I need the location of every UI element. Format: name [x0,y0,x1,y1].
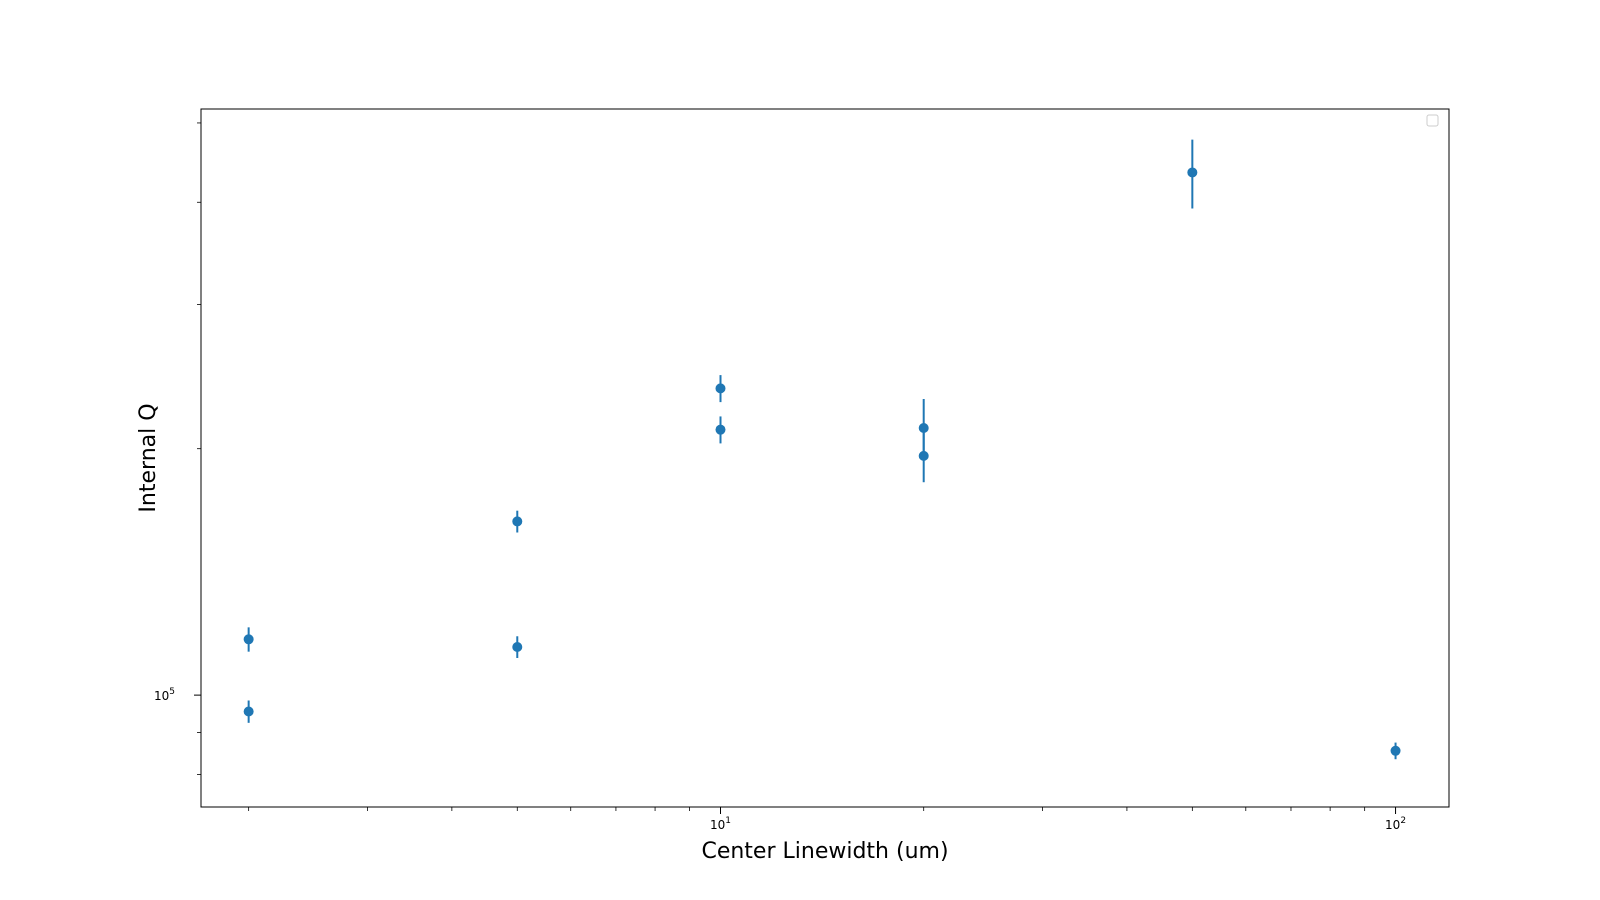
legend-box [1426,114,1439,127]
data-point [715,383,726,394]
data-marks [243,139,1401,760]
x-tick-label: 102 [1385,816,1406,832]
data-point [918,422,929,433]
y-axis-ticks: 105 [154,122,201,775]
x-tick-label: 101 [710,816,731,832]
data-point [512,516,523,527]
y-tick-label: 105 [154,687,175,703]
data-point [918,450,929,461]
data-point [243,706,254,717]
y-axis-label: Internal Q [136,403,161,512]
x-axis-ticks: 101 102 [248,807,1406,832]
plot-area: 101 102 105 [154,108,1450,832]
data-point [715,424,726,435]
data-point [243,634,254,645]
plot-frame [200,108,1450,808]
data-point [1390,745,1401,756]
data-point [1187,167,1198,178]
data-point [512,641,523,652]
x-axis-label: Center Linewidth (um) [701,839,948,864]
